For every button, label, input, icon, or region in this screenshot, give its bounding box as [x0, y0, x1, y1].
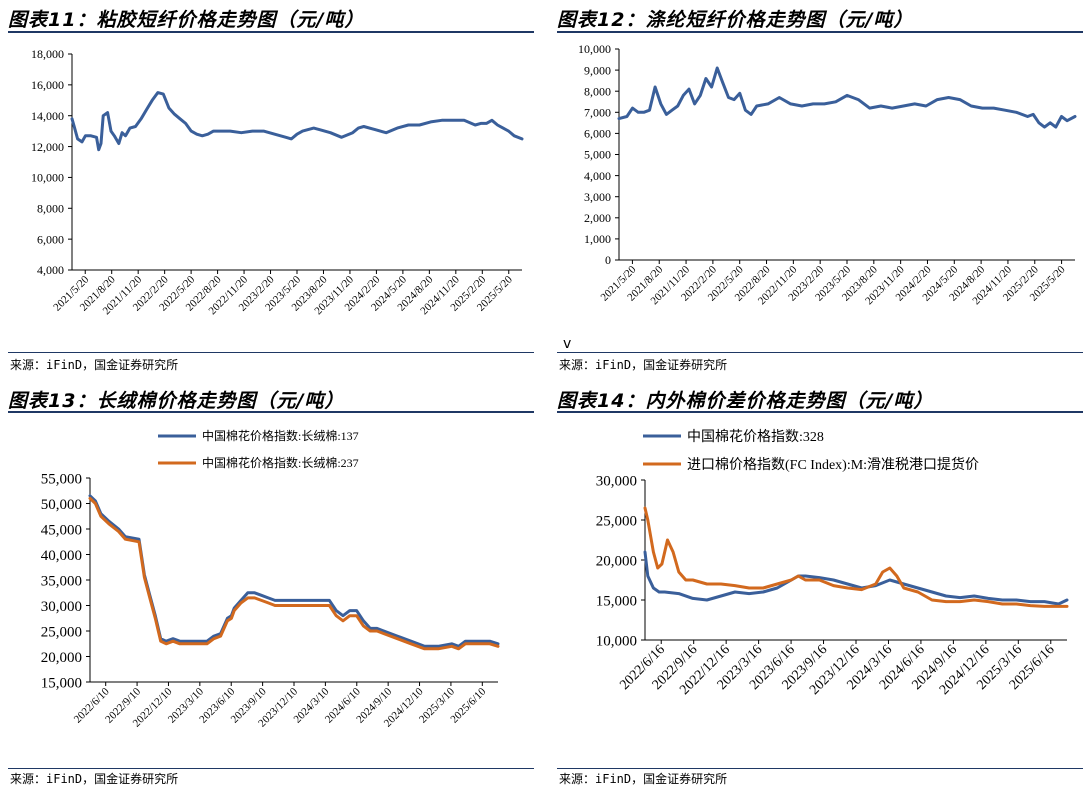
- y-tick-label: 18,000: [31, 47, 64, 61]
- y-tick-label: 25,000: [596, 513, 637, 529]
- y-tick-label: 25,000: [41, 624, 82, 640]
- series-line-1: [70, 91, 524, 152]
- y-tick-label: 55,000: [41, 471, 82, 487]
- y-tick-label: 3,000: [584, 190, 611, 204]
- y-tick-label: 40,000: [41, 548, 82, 564]
- x-tick-label: 2025/6/10: [448, 685, 488, 725]
- legend-label: 进口棉价格指数(FC Index):M:滑准税港口提货价: [687, 456, 979, 473]
- y-tick-label: 45,000: [41, 522, 82, 538]
- series-line-2: [643, 506, 1069, 608]
- source-rule: [557, 768, 1083, 769]
- y-tick-label: 6,000: [584, 127, 611, 141]
- source-note: 来源：iFinD，国金证券研究所: [10, 358, 179, 372]
- series-line-1: [643, 550, 1069, 606]
- y-tick-label: 10,000: [31, 171, 64, 185]
- chart-title: 图表14：内外棉价差价格走势图（元/吨）: [557, 390, 934, 412]
- chart-title: 图表13：长绒棉价格走势图（元/吨）: [8, 390, 345, 412]
- series-line-2: [88, 496, 500, 651]
- y-tick-label: 8,000: [37, 201, 64, 215]
- source-note: 来源：iFinD，国金证券研究所: [559, 358, 728, 372]
- y-tick-label: 5,000: [584, 148, 611, 162]
- source-note: 来源：iFinD，国金证券研究所: [559, 772, 728, 786]
- source-rule: [8, 352, 534, 353]
- series-line-1: [88, 494, 500, 648]
- panel-fig11: 图表11：粘胶短纤价格走势图（元/吨） 18,000 16,000 14,000 12…: [8, 0, 534, 372]
- y-tick-label: 6,000: [37, 232, 64, 246]
- legend-label: 中国棉花价格指数:长绒棉:137: [202, 428, 359, 443]
- chart-fig11: 18,000 16,000 14,000 12,000 10,000 8,000 6,000…: [31, 47, 524, 317]
- y-tick-label: 9,000: [584, 63, 611, 77]
- y-tick-label: 4,000: [37, 263, 64, 277]
- y-tick-label: 30,000: [41, 599, 82, 615]
- panel-fig13: 图表13：长绒棉价格走势图（元/吨） 55,000 50,000 45,000 40,…: [8, 382, 534, 788]
- y-tick-label: 30,000: [596, 473, 637, 489]
- y-tick-label: 20,000: [41, 650, 82, 666]
- legend-label: 中国棉花价格指数:328: [687, 428, 824, 445]
- y-tick-label: 7,000: [584, 106, 611, 120]
- stray-mark: v: [563, 336, 572, 352]
- source-note: 来源：iFinD，国金证券研究所: [10, 772, 179, 786]
- chart-fig14: 30,00025,00020,00015,00010,0002022/6/162…: [596, 428, 1069, 698]
- y-tick-label: 12,000: [31, 140, 64, 154]
- y-tick-label: 4,000: [584, 169, 611, 183]
- title-rule: [8, 31, 534, 33]
- title-rule: [557, 411, 1083, 413]
- y-tick-label: 10,000: [596, 633, 637, 649]
- source-rule: [8, 768, 534, 769]
- y-tick-label: 1,000: [584, 232, 611, 246]
- panel-fig14: 图表14：内外棉价差价格走势图（元/吨） 30,000 25,000 20,000 1…: [557, 382, 1083, 788]
- chart-fig13: 55,000 50,000 45,000 40,000 35,000 30,000 25,0…: [41, 428, 500, 730]
- panel-fig12: 图表12：涤纶短纤价格走势图（元/吨） 10,000 9,000 8,000 7,00…: [557, 0, 1083, 372]
- chart-title: 图表11：粘胶短纤价格走势图（元/吨）: [8, 9, 365, 31]
- y-tick-label: 2,000: [584, 211, 611, 225]
- y-tick-label: 35,000: [41, 573, 82, 589]
- title-rule: [8, 411, 534, 413]
- y-tick-label: 15,000: [596, 593, 637, 609]
- title-rule: [557, 31, 1083, 33]
- y-tick-label: 0: [605, 253, 611, 267]
- y-tick-label: 15,000: [41, 675, 82, 691]
- y-tick-label: 10,000: [578, 42, 611, 56]
- y-tick-label: 8,000: [584, 84, 611, 98]
- series-line-1: [617, 66, 1077, 129]
- y-tick-label: 16,000: [31, 78, 64, 92]
- y-tick-label: 20,000: [596, 553, 637, 569]
- source-rule: [557, 352, 1083, 353]
- legend-label: 中国棉花价格指数:长绒棉:237: [202, 455, 359, 470]
- y-tick-label: 50,000: [41, 497, 82, 513]
- chart-title: 图表12：涤纶短纤价格走势图（元/吨）: [557, 9, 914, 31]
- y-tick-label: 14,000: [31, 109, 64, 123]
- chart-fig12: 10,000 9,000 8,000 7,000 6,000 5,000 4,000 3,00…: [578, 42, 1077, 307]
